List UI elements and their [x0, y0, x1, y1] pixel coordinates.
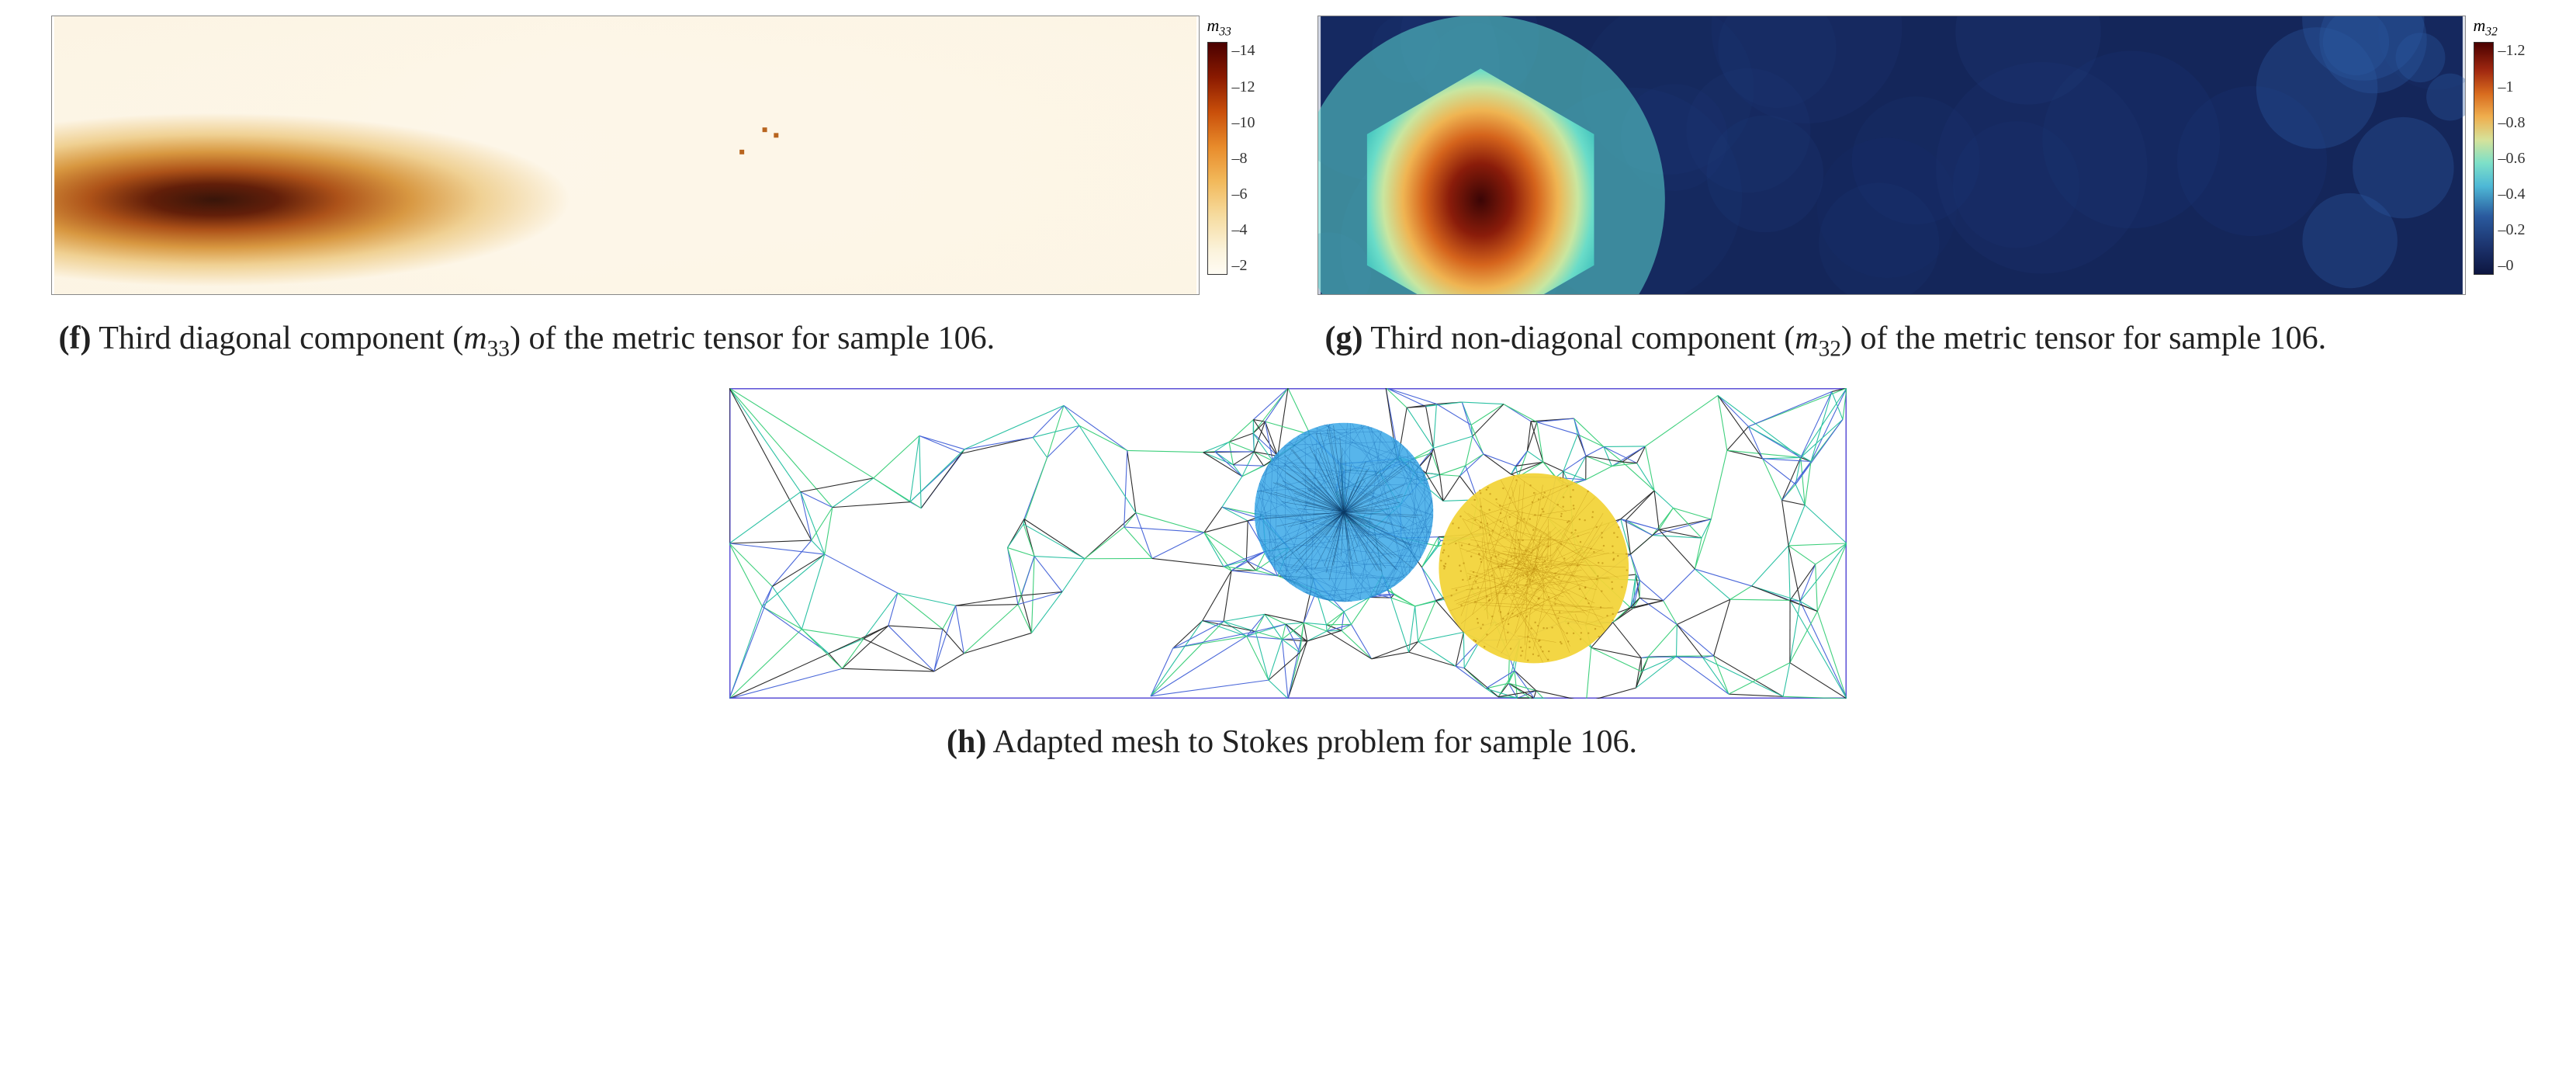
colorbar-g: m32 –1.2–1–0.8–0.6–0.4–0.2–0	[2474, 16, 2526, 275]
colorbar-f: m33 –14–12–10–8–6–4–2	[1207, 16, 1255, 275]
heatmap-m33	[51, 16, 1200, 295]
colorbar-gradient-f	[1207, 42, 1227, 275]
colorbar-ticks-f: –14–12–10–8–6–4–2	[1227, 42, 1255, 275]
colorbar-gradient-g	[2474, 42, 2494, 275]
panel-g: m32 –1.2–1–0.8–0.6–0.4–0.2–0 (g) Third n…	[1317, 16, 2526, 365]
panel-f: m33 –14–12–10–8–6–4–2 (f) Third diagonal…	[51, 16, 1255, 365]
caption-h: (h) Adapted mesh to Stokes problem for s…	[939, 720, 1637, 765]
colorbar-title-g: m32	[2474, 16, 2498, 39]
colorbar-ticks-g: –1.2–1–0.8–0.6–0.4–0.2–0	[2494, 42, 2526, 275]
heatmap-m32	[1317, 16, 2466, 295]
caption-f: (f) Third diagonal component (m33) of th…	[51, 317, 1254, 365]
colorbar-title-f: m33	[1207, 16, 1231, 39]
caption-g: (g) Third non-diagonal component (m32) o…	[1317, 317, 2520, 365]
adapted-mesh	[729, 388, 1847, 699]
